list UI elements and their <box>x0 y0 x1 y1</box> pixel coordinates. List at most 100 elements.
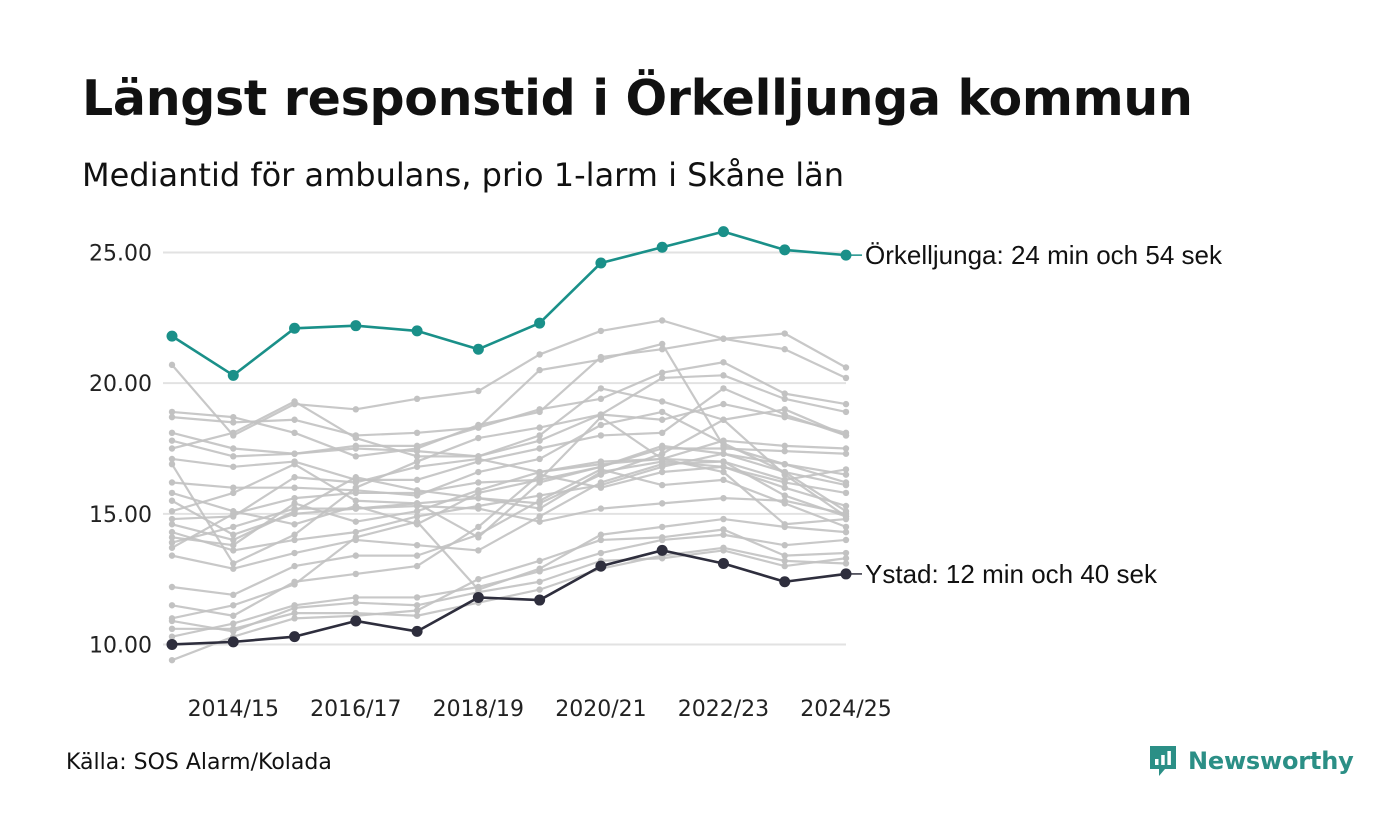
data-point <box>352 570 360 578</box>
data-point <box>658 523 666 531</box>
data-point <box>475 575 482 583</box>
data-point <box>475 547 482 554</box>
data-point <box>781 562 788 570</box>
y-axis-ticks: 10.00 15.00 20.00 25.00 <box>89 242 152 659</box>
data-point <box>413 447 421 455</box>
data-point <box>291 474 298 481</box>
data-point <box>291 609 298 617</box>
data-point <box>595 560 607 572</box>
data-point <box>842 523 850 531</box>
data-point <box>352 434 360 442</box>
data-point <box>658 408 666 416</box>
data-point <box>413 489 421 497</box>
data-point <box>230 429 237 437</box>
highlight-series-ystad: Ystad: 12 min och 40 sek <box>166 544 1158 650</box>
data-point <box>227 369 239 381</box>
data-point <box>166 638 178 650</box>
data-point <box>168 497 176 504</box>
data-point <box>413 513 421 520</box>
series-line <box>171 549 847 633</box>
series-line <box>171 361 847 455</box>
data-point <box>720 335 727 342</box>
series-line <box>171 230 847 377</box>
data-point <box>352 489 360 497</box>
data-point <box>291 505 298 512</box>
data-point <box>168 437 176 444</box>
data-point <box>781 552 788 559</box>
data-point <box>597 327 605 335</box>
data-point <box>720 468 727 476</box>
data-point <box>230 484 237 491</box>
data-point <box>413 453 421 460</box>
data-point <box>168 539 176 546</box>
data-point <box>597 505 605 512</box>
series-line <box>171 374 847 458</box>
data-point <box>781 406 788 413</box>
x-axis-ticks: 2014/15 2016/17 2018/19 2020/21 2022/23 2024/… <box>188 697 892 722</box>
series-line <box>171 387 847 458</box>
series-end-label: Ystad: 12 min och 40 sek <box>865 559 1158 589</box>
data-point <box>168 602 176 609</box>
data-point <box>352 479 360 486</box>
data-point <box>475 455 482 463</box>
data-point <box>658 534 666 541</box>
data-point <box>413 594 421 601</box>
x-tick-label: 2018/19 <box>433 697 524 722</box>
data-point <box>168 528 176 536</box>
data-point <box>536 471 543 478</box>
data-point <box>717 226 729 238</box>
data-point <box>168 479 176 486</box>
series-line <box>171 319 847 437</box>
data-point <box>230 510 237 518</box>
data-point <box>781 413 788 421</box>
data-point <box>413 552 421 559</box>
data-point <box>781 460 788 468</box>
data-point <box>781 447 788 455</box>
y-tick-label: 15.00 <box>89 503 152 528</box>
data-point <box>720 445 727 452</box>
data-point <box>781 492 788 499</box>
data-point <box>842 466 850 473</box>
data-point <box>842 400 850 408</box>
data-point <box>781 479 788 486</box>
series-line <box>171 439 847 521</box>
background-series-line <box>168 547 850 635</box>
data-point <box>658 455 666 463</box>
data-point <box>842 429 850 437</box>
data-point <box>291 398 298 405</box>
data-point <box>230 413 237 421</box>
data-point <box>475 583 482 591</box>
data-point <box>779 244 791 256</box>
data-point <box>720 450 727 457</box>
data-point <box>779 576 791 588</box>
data-point <box>842 513 850 520</box>
data-point <box>536 497 543 504</box>
data-point <box>781 442 788 450</box>
data-point <box>658 429 666 437</box>
data-point <box>352 497 360 504</box>
data-point <box>291 549 298 557</box>
data-point <box>230 489 237 497</box>
data-point <box>230 625 237 633</box>
source-note: Källa: SOS Alarm/Kolada <box>66 750 332 775</box>
data-point <box>291 416 298 423</box>
data-point <box>475 387 482 395</box>
data-point <box>597 484 605 491</box>
data-point <box>536 513 543 520</box>
data-point <box>536 476 543 484</box>
data-point <box>413 463 421 470</box>
data-point <box>536 568 543 575</box>
data-point <box>781 390 788 397</box>
data-point <box>230 419 237 426</box>
data-point <box>472 591 484 603</box>
series-line <box>171 444 847 526</box>
data-point <box>230 453 237 460</box>
data-point <box>536 586 543 593</box>
data-point <box>230 560 237 567</box>
data-point <box>413 562 421 570</box>
data-point <box>168 445 176 452</box>
data-point <box>413 458 421 465</box>
data-point <box>475 479 482 486</box>
data-point <box>534 317 546 329</box>
